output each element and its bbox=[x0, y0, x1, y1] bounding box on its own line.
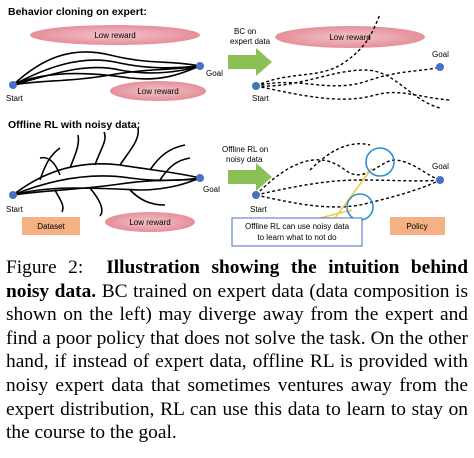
region-label: Low reward bbox=[137, 87, 178, 96]
goal-point bbox=[436, 176, 444, 184]
goal-point bbox=[196, 174, 204, 182]
noisy-trajectories bbox=[12, 127, 201, 217]
arrow-label: expert data bbox=[230, 37, 271, 46]
start-label: Start bbox=[6, 94, 24, 103]
callout-box bbox=[231, 217, 363, 247]
callout-text: Offline RL can use noisy data bbox=[245, 222, 350, 231]
goal-point bbox=[436, 63, 444, 71]
low-reward-region bbox=[105, 212, 195, 232]
expert-trajectories bbox=[12, 51, 201, 86]
panel-title: Behavior cloning on expert: bbox=[8, 6, 147, 18]
policy-trajectories bbox=[255, 143, 441, 208]
arrow bbox=[228, 163, 272, 191]
caption-body: BC trained on expert data (data composit… bbox=[6, 280, 468, 444]
arrow-label: Offline RL on bbox=[222, 145, 268, 154]
start-point bbox=[252, 82, 260, 90]
start-point bbox=[9, 81, 17, 89]
low-reward-region bbox=[110, 81, 206, 101]
goal-label: Goal bbox=[432, 50, 449, 59]
arrow-label: BC on bbox=[234, 27, 256, 36]
pointer bbox=[319, 209, 353, 219]
caption-title: Illustration showing the intuition behin… bbox=[6, 257, 468, 302]
region-label: Low reward bbox=[129, 218, 170, 227]
highlight-circle bbox=[346, 193, 374, 221]
caption: Figure 2: Illustration showing the intui… bbox=[6, 256, 468, 445]
goal-label: Goal bbox=[206, 69, 223, 78]
start-label: Start bbox=[6, 205, 24, 214]
panel-title: Offline RL with noisy data: bbox=[8, 119, 140, 131]
arrow bbox=[228, 48, 272, 76]
start-label: Start bbox=[252, 94, 270, 103]
region-label: Low reward bbox=[94, 31, 135, 40]
low-reward-region bbox=[275, 26, 425, 48]
callout-text: to learn what to not do bbox=[257, 233, 337, 242]
goal-label: Goal bbox=[432, 162, 449, 171]
caption-label: Figure 2: bbox=[6, 257, 84, 278]
region-label: Low reward bbox=[329, 33, 370, 42]
start-point bbox=[9, 191, 17, 199]
figure: Behavior cloning on expert: Low reward L… bbox=[6, 6, 451, 247]
box-label: Policy bbox=[406, 222, 427, 231]
goal-label: Goal bbox=[203, 185, 220, 194]
policy-trajectories bbox=[255, 13, 451, 109]
start-label: Start bbox=[250, 205, 268, 214]
arrow-label: noisy data bbox=[226, 155, 263, 164]
goal-point bbox=[196, 62, 204, 70]
box-label: Dataset bbox=[37, 222, 65, 231]
pointer bbox=[334, 167, 373, 219]
highlight-circle bbox=[365, 147, 395, 177]
start-point bbox=[252, 191, 260, 199]
dataset-box bbox=[22, 217, 80, 235]
policy-box bbox=[390, 217, 445, 235]
low-reward-region bbox=[30, 25, 200, 45]
